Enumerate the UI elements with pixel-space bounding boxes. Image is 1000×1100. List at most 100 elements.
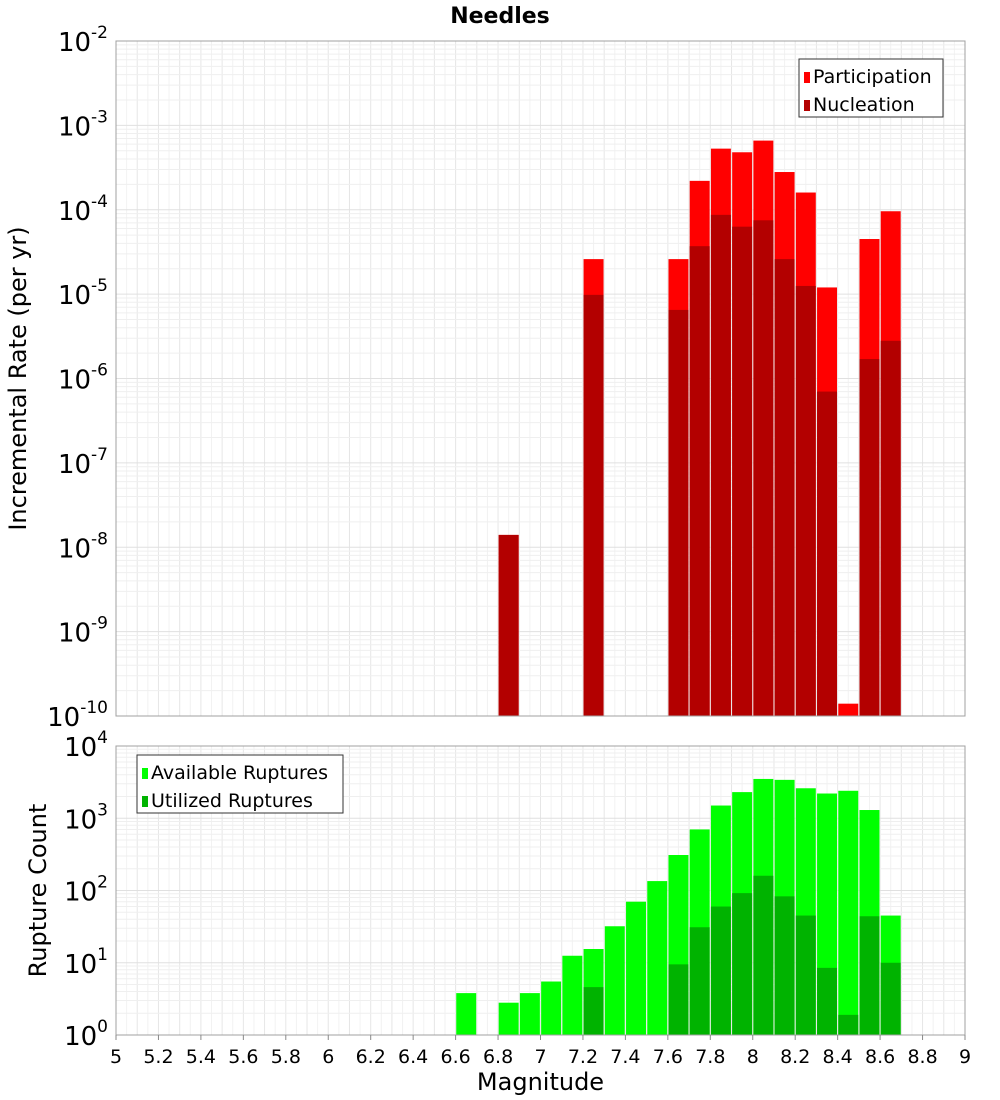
y-tick-base: 10 [58, 112, 91, 142]
y-tick-label: 100 [64, 1017, 108, 1052]
y-tick-label: 103 [64, 800, 108, 835]
x-tick-label: 7.6 [653, 1046, 683, 1068]
bar-nucleation [583, 294, 604, 716]
y-axis-label: Incremental Rate (per yr) [4, 226, 32, 530]
y-tick-base: 10 [64, 1022, 97, 1052]
x-axis-label: Magnitude [477, 1068, 604, 1096]
legend-swatch [142, 796, 148, 807]
y-tick-label: 10-8 [58, 529, 108, 564]
legend-box [798, 58, 944, 118]
bar-available-ruptures [838, 790, 859, 1035]
x-tick-label: 5.6 [228, 1046, 258, 1068]
x-tick-label: 7 [534, 1046, 546, 1068]
legend-swatch [804, 72, 810, 83]
legend: Available Ruptures Utilized Ruptures [136, 754, 344, 814]
y-tick-exponent: -4 [91, 192, 108, 212]
x-tick-label: 7.4 [610, 1046, 640, 1068]
bar-available-ruptures [604, 926, 625, 1035]
y-tick-base: 10 [58, 28, 91, 58]
bar-nucleation [753, 220, 774, 717]
chart-title: Needles [450, 4, 550, 29]
legend-swatch [142, 768, 148, 779]
y-tick-base: 10 [58, 619, 91, 649]
bar-utilized-ruptures [880, 962, 901, 1035]
bar-available-ruptures [498, 1002, 519, 1035]
bar-available-ruptures [562, 955, 583, 1035]
y-tick-base: 10 [64, 805, 97, 835]
legend-label: Available Ruptures [151, 762, 328, 784]
panel-top: 10-1010-910-810-710-610-510-410-310-2Inc… [4, 23, 966, 733]
bar-available-ruptures [626, 901, 646, 1035]
bar-utilized-ruptures [795, 915, 816, 1035]
y-tick-label: 10-2 [58, 23, 108, 58]
y-tick-exponent: -8 [91, 529, 108, 549]
x-tick-label: 5.8 [271, 1046, 301, 1068]
bar-utilized-ruptures [668, 964, 689, 1035]
y-tick-label: 101 [64, 945, 108, 980]
x-tick-label: 8 [747, 1046, 759, 1068]
y-tick-label: 104 [64, 728, 108, 763]
y-tick-base: 10 [58, 534, 91, 564]
y-tick-label: 102 [64, 873, 108, 908]
x-tick-label: 8.6 [865, 1046, 895, 1068]
x-tick-label: 8.8 [907, 1046, 937, 1068]
x-tick-label: 7.2 [568, 1046, 598, 1068]
y-tick-base: 10 [58, 281, 91, 311]
bar-utilized-ruptures [774, 896, 795, 1035]
bar-utilized-ruptures [710, 906, 731, 1035]
legend-label: Utilized Ruptures [151, 790, 313, 812]
x-tick-label: 7.8 [695, 1046, 725, 1068]
y-tick-exponent: -3 [91, 107, 108, 127]
y-tick-exponent: -5 [91, 276, 108, 296]
y-tick-base: 10 [64, 878, 97, 908]
y-tick-label: 10-4 [58, 192, 108, 227]
x-tick-label: 6 [322, 1046, 334, 1068]
x-tick-label: 6.8 [483, 1046, 513, 1068]
y-tick-exponent: -7 [91, 445, 108, 465]
y-tick-base: 10 [58, 197, 91, 227]
y-axis-label: Rupture Count [24, 804, 52, 978]
x-tick-label: 6.6 [440, 1046, 470, 1068]
x-tick-label: 5 [110, 1046, 122, 1068]
y-tick-exponent: 2 [97, 873, 108, 893]
y-tick-exponent: -6 [91, 361, 108, 381]
bar-utilized-ruptures [732, 893, 753, 1035]
bar-utilized-ruptures [817, 967, 838, 1035]
legend: Participation Nucleation [798, 58, 944, 118]
bar-participation [838, 703, 859, 716]
bar-nucleation [689, 246, 710, 716]
bar-nucleation [795, 285, 816, 716]
x-tick-label: 8.2 [780, 1046, 810, 1068]
legend-label: Participation [813, 66, 932, 88]
x-tick-label: 6.4 [398, 1046, 428, 1068]
x-tick-label: 9 [959, 1046, 971, 1068]
bar-available-ruptures [647, 881, 668, 1035]
bar-utilized-ruptures [583, 987, 604, 1035]
y-tick-label: 10-10 [47, 698, 108, 733]
bar-nucleation [498, 534, 519, 716]
bar-utilized-ruptures [859, 916, 880, 1035]
legend-box [136, 754, 344, 814]
bar-utilized-ruptures [838, 1014, 859, 1035]
bar-nucleation [732, 226, 753, 716]
x-tick-label: 6.2 [356, 1046, 386, 1068]
bar-available-ruptures [519, 993, 540, 1035]
bar-nucleation [774, 259, 795, 716]
y-tick-base: 10 [64, 950, 97, 980]
bar-available-ruptures [541, 981, 562, 1035]
y-tick-label: 10-9 [58, 614, 108, 649]
y-tick-base: 10 [58, 366, 91, 396]
legend-swatch [804, 100, 810, 111]
x-tick-label: 8.4 [823, 1046, 853, 1068]
bar-nucleation [859, 359, 880, 716]
y-tick-label: 10-3 [58, 107, 108, 142]
x-tick-label: 5.2 [143, 1046, 173, 1068]
y-tick-base: 10 [47, 703, 80, 733]
bar-nucleation [668, 309, 689, 716]
bar-nucleation [710, 214, 731, 716]
bar-utilized-ruptures [689, 927, 710, 1035]
y-tick-exponent: -9 [91, 614, 108, 634]
y-tick-exponent: 0 [97, 1017, 108, 1037]
